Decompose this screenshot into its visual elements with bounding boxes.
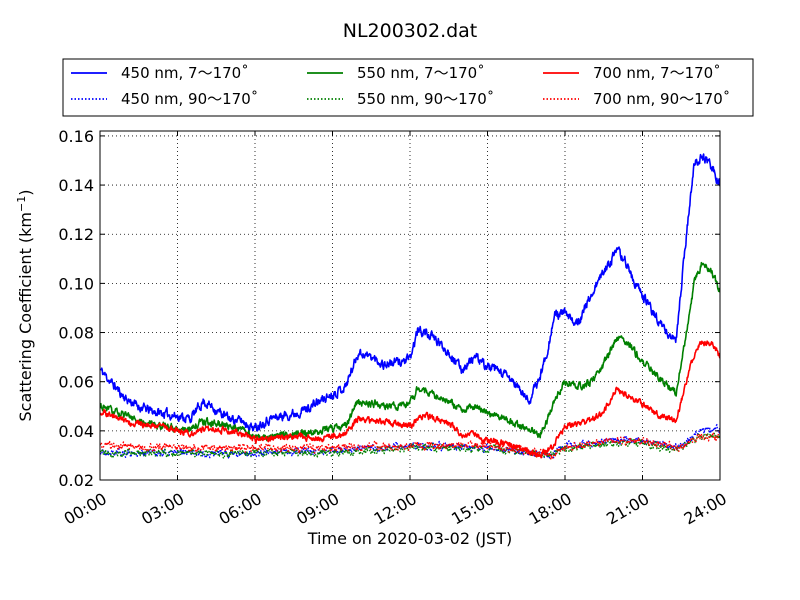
y-axis-label-superscript: −1 (15, 196, 28, 212)
legend-label: 700 nm, 7～170˚ (593, 64, 721, 82)
legend-label: 550 nm, 90～170˚ (357, 90, 494, 108)
chart-title: NL200302.dat (343, 20, 478, 42)
x-tick-label: 09:00 (293, 489, 342, 529)
legend-label: 450 nm, 7～170˚ (121, 64, 249, 82)
series-line-ff0000-solid (100, 340, 720, 459)
series-line-008000-solid (100, 261, 720, 442)
y-axis-label: Scattering Coefficient (km−1) (15, 190, 35, 422)
series-line-ff0000-dotted (100, 430, 720, 460)
x-tick-label: 24:00 (681, 489, 730, 529)
y-tick-label: 0.10 (58, 274, 94, 293)
y-axis-label-close: ) (16, 190, 35, 196)
y-tick-label: 0.04 (58, 422, 94, 441)
x-tick-label: 18:00 (526, 489, 575, 529)
x-tick-label: 06:00 (216, 489, 265, 529)
legend-label: 700 nm, 90～170˚ (593, 90, 730, 108)
x-axis-label: Time on 2020-03-02 (JST) (307, 529, 512, 548)
x-tick-label: 03:00 (138, 489, 187, 529)
y-tick-label: 0.16 (58, 127, 94, 146)
y-axis-label-main: Scattering Coefficient (km (16, 212, 35, 422)
y-tick-label: 0.02 (58, 471, 94, 490)
legend-label: 450 nm, 90～170˚ (121, 90, 258, 108)
x-tick-label: 12:00 (371, 489, 420, 529)
x-tick-label: 21:00 (603, 489, 652, 529)
x-tick-label: 15:00 (448, 489, 497, 529)
series-layer (100, 153, 720, 460)
y-tick-label: 0.14 (58, 176, 94, 195)
y-tick-label: 0.12 (58, 225, 94, 244)
y-tick-label: 0.06 (58, 373, 94, 392)
axis-ticks (99, 131, 721, 481)
legend-label: 550 nm, 7～170˚ (357, 64, 485, 82)
legend-frame (62, 58, 754, 117)
legend: 450 nm, 7～170˚ 450 nm, 90～170˚ 550 nm, 7～1… (62, 58, 754, 117)
y-tick-label: 0.08 (58, 324, 94, 343)
plot-area (99, 130, 721, 481)
series-line-0000ff-solid (100, 153, 720, 432)
grid-lines (100, 131, 720, 480)
x-tick-label: 00:00 (61, 489, 110, 529)
